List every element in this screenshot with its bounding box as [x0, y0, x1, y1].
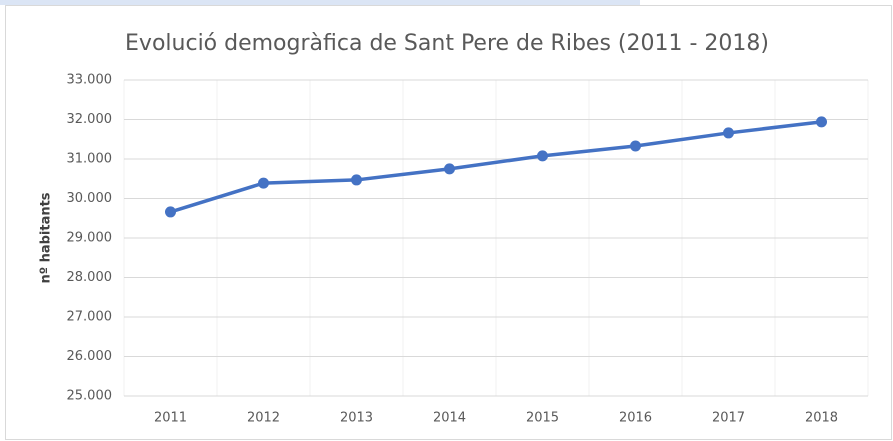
y-tick-label: 25.000 — [67, 389, 113, 404]
y-tick-label: 30.000 — [67, 191, 113, 206]
point — [444, 163, 455, 175]
point — [630, 140, 641, 152]
chart-title: Evolució demogràfica de Sant Pere de Rib… — [125, 31, 769, 56]
x-tick-label: 2018 — [805, 411, 838, 426]
point — [723, 127, 734, 139]
y-tick-label: 31.000 — [67, 152, 113, 167]
y-tick-label: 28.000 — [67, 270, 113, 285]
x-tick-label: 2013 — [340, 411, 373, 426]
y-tick-label: 26.000 — [67, 349, 113, 364]
y-tick-label: 29.000 — [67, 231, 113, 246]
x-tick-label: 2015 — [526, 411, 559, 426]
y-tick-label: 27.000 — [67, 310, 113, 325]
y-tick-label: 32.000 — [67, 112, 113, 127]
point — [537, 150, 548, 162]
point — [258, 177, 269, 189]
x-tick-label: 2012 — [247, 411, 280, 426]
chart-frame — [5, 5, 892, 440]
x-tick-label: 2016 — [619, 411, 652, 426]
series-line — [169, 120, 822, 214]
x-tick-label: 2011 — [154, 411, 187, 426]
x-tick-label: 2017 — [712, 411, 745, 426]
y-axis-label: nº habitants — [39, 192, 54, 283]
point — [165, 206, 176, 218]
x-tick-label: 2014 — [433, 411, 466, 426]
selection-bar — [0, 0, 640, 5]
y-tick-label: 33.000 — [67, 73, 113, 88]
point — [816, 116, 827, 128]
point — [351, 174, 362, 186]
